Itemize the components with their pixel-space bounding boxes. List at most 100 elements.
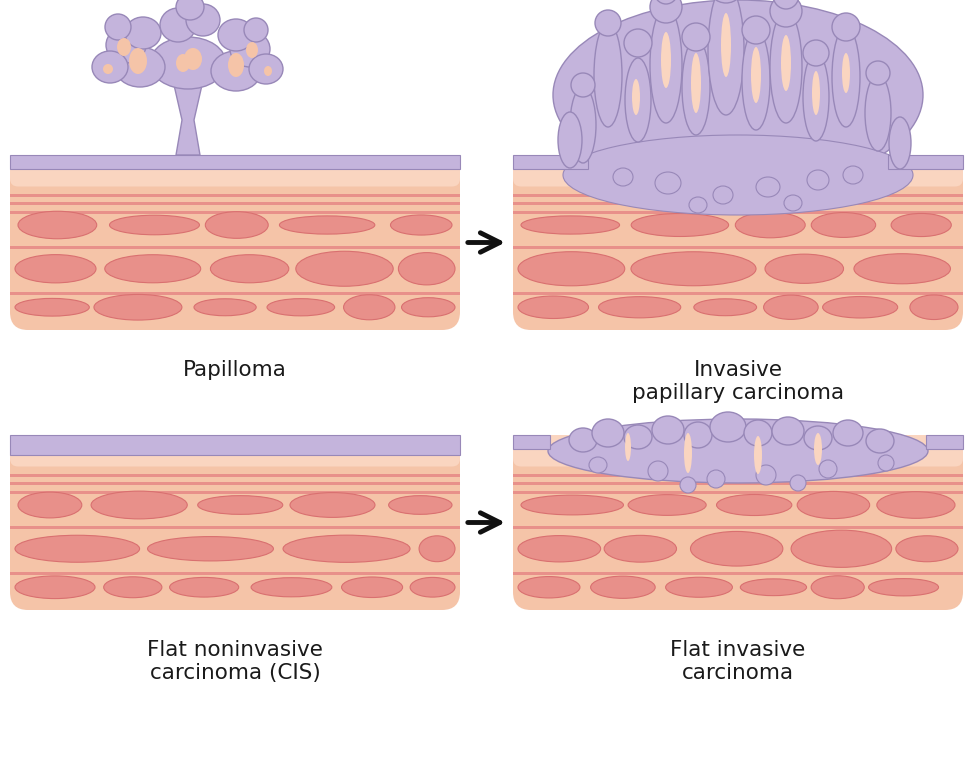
Ellipse shape	[666, 577, 733, 597]
Ellipse shape	[279, 216, 375, 234]
Ellipse shape	[115, 47, 165, 87]
Bar	[513, 291, 963, 294]
Ellipse shape	[249, 54, 283, 84]
Ellipse shape	[811, 212, 876, 237]
Ellipse shape	[682, 39, 710, 135]
Ellipse shape	[518, 536, 600, 562]
Bar	[10, 474, 460, 477]
Ellipse shape	[661, 32, 671, 88]
Ellipse shape	[15, 576, 95, 598]
FancyBboxPatch shape	[513, 435, 963, 610]
Ellipse shape	[230, 31, 270, 67]
Ellipse shape	[854, 254, 951, 283]
Ellipse shape	[558, 112, 582, 168]
Ellipse shape	[92, 51, 128, 83]
Ellipse shape	[91, 491, 187, 519]
Ellipse shape	[548, 419, 928, 483]
FancyBboxPatch shape	[513, 155, 963, 186]
Ellipse shape	[521, 216, 620, 234]
Ellipse shape	[411, 577, 455, 597]
Ellipse shape	[708, 0, 744, 3]
Bar	[10, 291, 460, 294]
Ellipse shape	[553, 0, 923, 190]
Ellipse shape	[804, 426, 832, 450]
Ellipse shape	[613, 168, 633, 186]
Bar	[513, 246, 963, 249]
Ellipse shape	[910, 295, 958, 319]
Ellipse shape	[267, 298, 335, 316]
Ellipse shape	[811, 576, 864, 599]
Text: Invasive
papillary carcinoma: Invasive papillary carcinoma	[631, 360, 844, 403]
Ellipse shape	[571, 73, 595, 97]
Bar	[513, 491, 963, 494]
Bar	[513, 482, 963, 485]
Ellipse shape	[629, 495, 706, 515]
Ellipse shape	[740, 579, 807, 596]
Ellipse shape	[283, 535, 410, 562]
Ellipse shape	[290, 493, 375, 518]
Ellipse shape	[104, 577, 162, 597]
Ellipse shape	[742, 16, 770, 44]
Ellipse shape	[866, 429, 894, 453]
Ellipse shape	[832, 27, 860, 127]
Ellipse shape	[569, 428, 597, 452]
Bar	[513, 474, 963, 477]
Ellipse shape	[822, 297, 898, 318]
Ellipse shape	[878, 455, 894, 471]
Bar	[10, 155, 460, 169]
Bar	[10, 572, 460, 575]
Ellipse shape	[264, 66, 272, 76]
Ellipse shape	[765, 254, 844, 283]
Ellipse shape	[889, 117, 911, 169]
Ellipse shape	[631, 252, 756, 286]
Ellipse shape	[716, 495, 792, 515]
Ellipse shape	[169, 577, 238, 597]
Bar	[10, 211, 460, 214]
Ellipse shape	[833, 420, 863, 446]
Ellipse shape	[194, 299, 256, 316]
Ellipse shape	[176, 54, 190, 72]
Ellipse shape	[186, 4, 220, 36]
Ellipse shape	[211, 51, 261, 91]
Ellipse shape	[803, 53, 829, 141]
Ellipse shape	[563, 135, 913, 215]
Ellipse shape	[865, 75, 891, 151]
Ellipse shape	[518, 576, 580, 598]
Ellipse shape	[94, 294, 182, 320]
Ellipse shape	[521, 495, 624, 515]
Ellipse shape	[842, 53, 850, 93]
Ellipse shape	[819, 460, 837, 478]
FancyBboxPatch shape	[513, 155, 963, 330]
Ellipse shape	[246, 42, 258, 58]
Ellipse shape	[803, 40, 829, 66]
Ellipse shape	[791, 530, 891, 568]
Ellipse shape	[198, 496, 283, 514]
Ellipse shape	[770, 11, 802, 123]
Bar	[10, 482, 460, 485]
Ellipse shape	[176, 0, 204, 20]
Ellipse shape	[218, 19, 254, 51]
Ellipse shape	[103, 64, 113, 74]
Ellipse shape	[680, 477, 696, 493]
Ellipse shape	[896, 536, 958, 561]
Ellipse shape	[15, 298, 90, 316]
Ellipse shape	[117, 38, 131, 56]
Ellipse shape	[228, 53, 244, 77]
Ellipse shape	[784, 195, 802, 211]
Bar	[513, 155, 588, 169]
Ellipse shape	[754, 436, 762, 474]
Bar	[513, 193, 963, 197]
Bar	[10, 526, 460, 529]
Ellipse shape	[125, 17, 161, 49]
Bar	[10, 435, 460, 455]
Ellipse shape	[781, 35, 791, 91]
Ellipse shape	[797, 492, 870, 518]
Bar	[10, 246, 460, 249]
Bar	[888, 155, 963, 169]
Ellipse shape	[790, 475, 806, 491]
Ellipse shape	[742, 30, 770, 130]
Ellipse shape	[210, 254, 289, 283]
Ellipse shape	[598, 297, 681, 318]
Ellipse shape	[591, 576, 655, 598]
Ellipse shape	[869, 579, 939, 596]
